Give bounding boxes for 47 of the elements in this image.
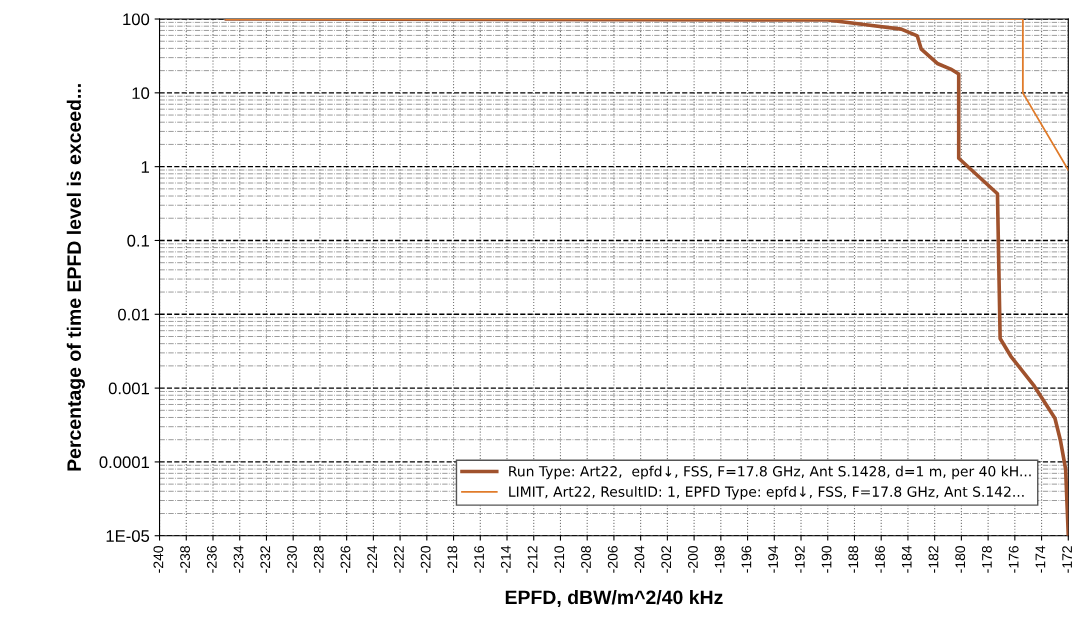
y-tick-label: 0.0001 [99, 456, 150, 469]
x-tick-label: -182 [928, 546, 939, 573]
x-tick-label: -230 [287, 545, 297, 573]
y-tick-label: 0.001 [108, 382, 150, 395]
x-tick-label: -188 [848, 546, 859, 573]
x-tick-label: -204 [634, 545, 645, 573]
x-tick-label: -206 [607, 546, 618, 573]
x-tick-label: -218 [447, 546, 458, 573]
x-tick-label: -216 [474, 546, 485, 573]
y-tick-label: 1 [141, 161, 150, 173]
legend-label: Run Type: Art22, epfd↓, FSS, F=17.8 GHz, Ant S.1428, d=1 m, per 40 kH... [509, 465, 1031, 480]
y-tick-label: 0.01 [118, 308, 150, 321]
x-tick-label: -236 [206, 546, 217, 573]
x-tick-label: -202 [661, 546, 672, 573]
x-tick-label: -184 [901, 545, 912, 573]
x-tick-label: -224 [367, 545, 377, 573]
x-tick-label: -208 [581, 546, 591, 573]
y-tick-label: 100 [123, 13, 150, 26]
x-tick-label: -176 [1008, 546, 1019, 573]
x-tick-label: -228 [313, 546, 324, 573]
x-tick-label: -222 [393, 546, 404, 573]
y-tick-label: 1E-05 [106, 530, 150, 542]
x-tick-label: -214 [500, 545, 511, 573]
y-tick-label: 0.1 [127, 234, 150, 247]
x-tick-label: -240 [153, 545, 164, 573]
x-tick-label: -212 [527, 546, 538, 573]
x-tick-label: -178 [982, 546, 992, 573]
x-tick-label: -172 [1062, 546, 1072, 573]
x-tick-label: -200 [688, 545, 698, 573]
x-axis-title: EPFD, dBW/m^2/40 kHz [505, 589, 723, 608]
x-tick-label: -194 [768, 545, 779, 573]
x-tick-label: -186 [875, 546, 885, 573]
y-axis-title: Percentage of time EPFD level is exceed... [66, 84, 85, 471]
x-tick-label: -192 [794, 546, 805, 573]
x-tick-label: -220 [420, 545, 431, 573]
x-tick-label: -226 [340, 546, 351, 573]
x-tick-label: -234 [233, 545, 244, 573]
x-tick-label: -232 [260, 546, 271, 573]
x-tick-label: -196 [741, 546, 752, 573]
x-tick-label: -198 [714, 546, 725, 573]
x-tick-label: -180 [955, 545, 966, 573]
x-tick-label: -190 [821, 545, 832, 573]
x-tick-label: -210 [554, 545, 565, 573]
legend-label: LIMIT, Art22, ResultID: 1, EPFD Type: epfd↓, FSS, F=17.8 GHz, Ant S.142... [509, 486, 1024, 500]
x-tick-label: -238 [180, 546, 190, 573]
x-tick-label: -174 [1035, 545, 1046, 573]
y-tick-label: 10 [132, 87, 150, 100]
